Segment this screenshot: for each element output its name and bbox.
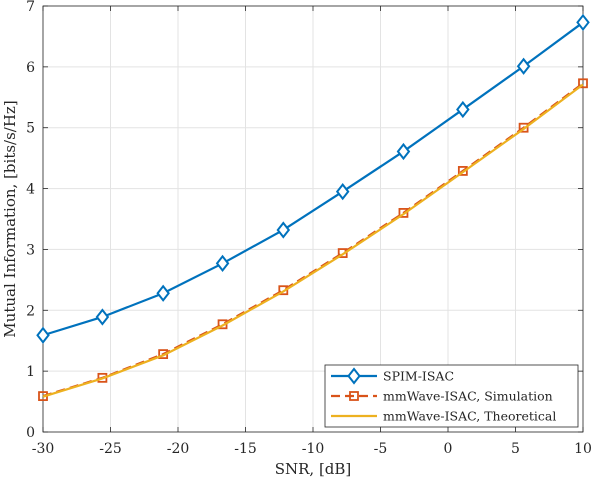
- series-layer: [36, 13, 590, 401]
- data-point-marker: [578, 78, 588, 89]
- data-point-marker: [516, 57, 531, 75]
- y-axis-label: Mutual Information, [bits/s/Hz]: [1, 100, 19, 337]
- y-tick-label: 3: [26, 242, 35, 258]
- data-point-marker: [276, 221, 291, 239]
- x-tick-label: 5: [511, 441, 520, 457]
- legend-label: mmWave-ISAC, Simulation: [383, 389, 553, 404]
- y-tick-label: 5: [26, 121, 35, 137]
- legend-marker: [347, 367, 361, 385]
- legend-item: SPIM-ISAC: [331, 367, 454, 385]
- y-tick-label: 6: [26, 60, 35, 76]
- data-point-marker: [335, 182, 350, 201]
- x-tick-label: -10: [302, 441, 325, 457]
- data-point-marker: [95, 308, 110, 326]
- x-tick-label: 0: [444, 441, 453, 457]
- x-tick-label: -30: [32, 441, 55, 457]
- data-point-marker: [337, 248, 348, 258]
- data-point-marker: [36, 326, 50, 344]
- data-point-marker: [396, 142, 411, 161]
- legend-item: mmWave-ISAC, Theoretical: [331, 409, 556, 424]
- data-point-marker: [156, 284, 170, 302]
- data-point-marker: [456, 100, 470, 119]
- axis-ticks: -30 -25 -20 -15 -10 -5 0 5 10 0 1 2 3 4 5 6 7: [26, 0, 592, 457]
- data-point-marker: [215, 254, 230, 273]
- y-tick-label: 2: [26, 303, 35, 319]
- y-tick-label: 0: [26, 425, 35, 441]
- x-tick-label: -20: [167, 441, 190, 457]
- data-point-marker: [518, 122, 529, 133]
- x-axis-label: SNR, [dB]: [275, 460, 352, 478]
- y-tick-label: 7: [26, 0, 35, 15]
- y-tick-label: 1: [26, 364, 35, 380]
- series-line: [42, 21, 584, 337]
- legend-label: mmWave-ISAC, Theoretical: [383, 409, 556, 424]
- x-tick-label: 10: [574, 441, 592, 457]
- legend-marker: [349, 391, 359, 401]
- x-tick-label: -25: [99, 441, 122, 457]
- data-point-marker: [576, 13, 590, 32]
- legend: SPIM-ISAC mmWave-ISAC, Simulation mmWave-I…: [324, 364, 579, 428]
- series-mmwave-isac-theoretical: [42, 83, 584, 398]
- legend-label: SPIM-ISAC: [383, 369, 454, 384]
- data-point-marker: [457, 166, 468, 176]
- y-tick-label: 4: [26, 182, 35, 198]
- data-point-marker: [398, 208, 409, 218]
- series-spim-isac: [36, 13, 590, 344]
- legend-item: mmWave-ISAC, Simulation: [331, 389, 553, 404]
- x-tick-label: -5: [374, 441, 388, 457]
- x-tick-label: -15: [234, 441, 257, 457]
- series-line: [42, 83, 584, 398]
